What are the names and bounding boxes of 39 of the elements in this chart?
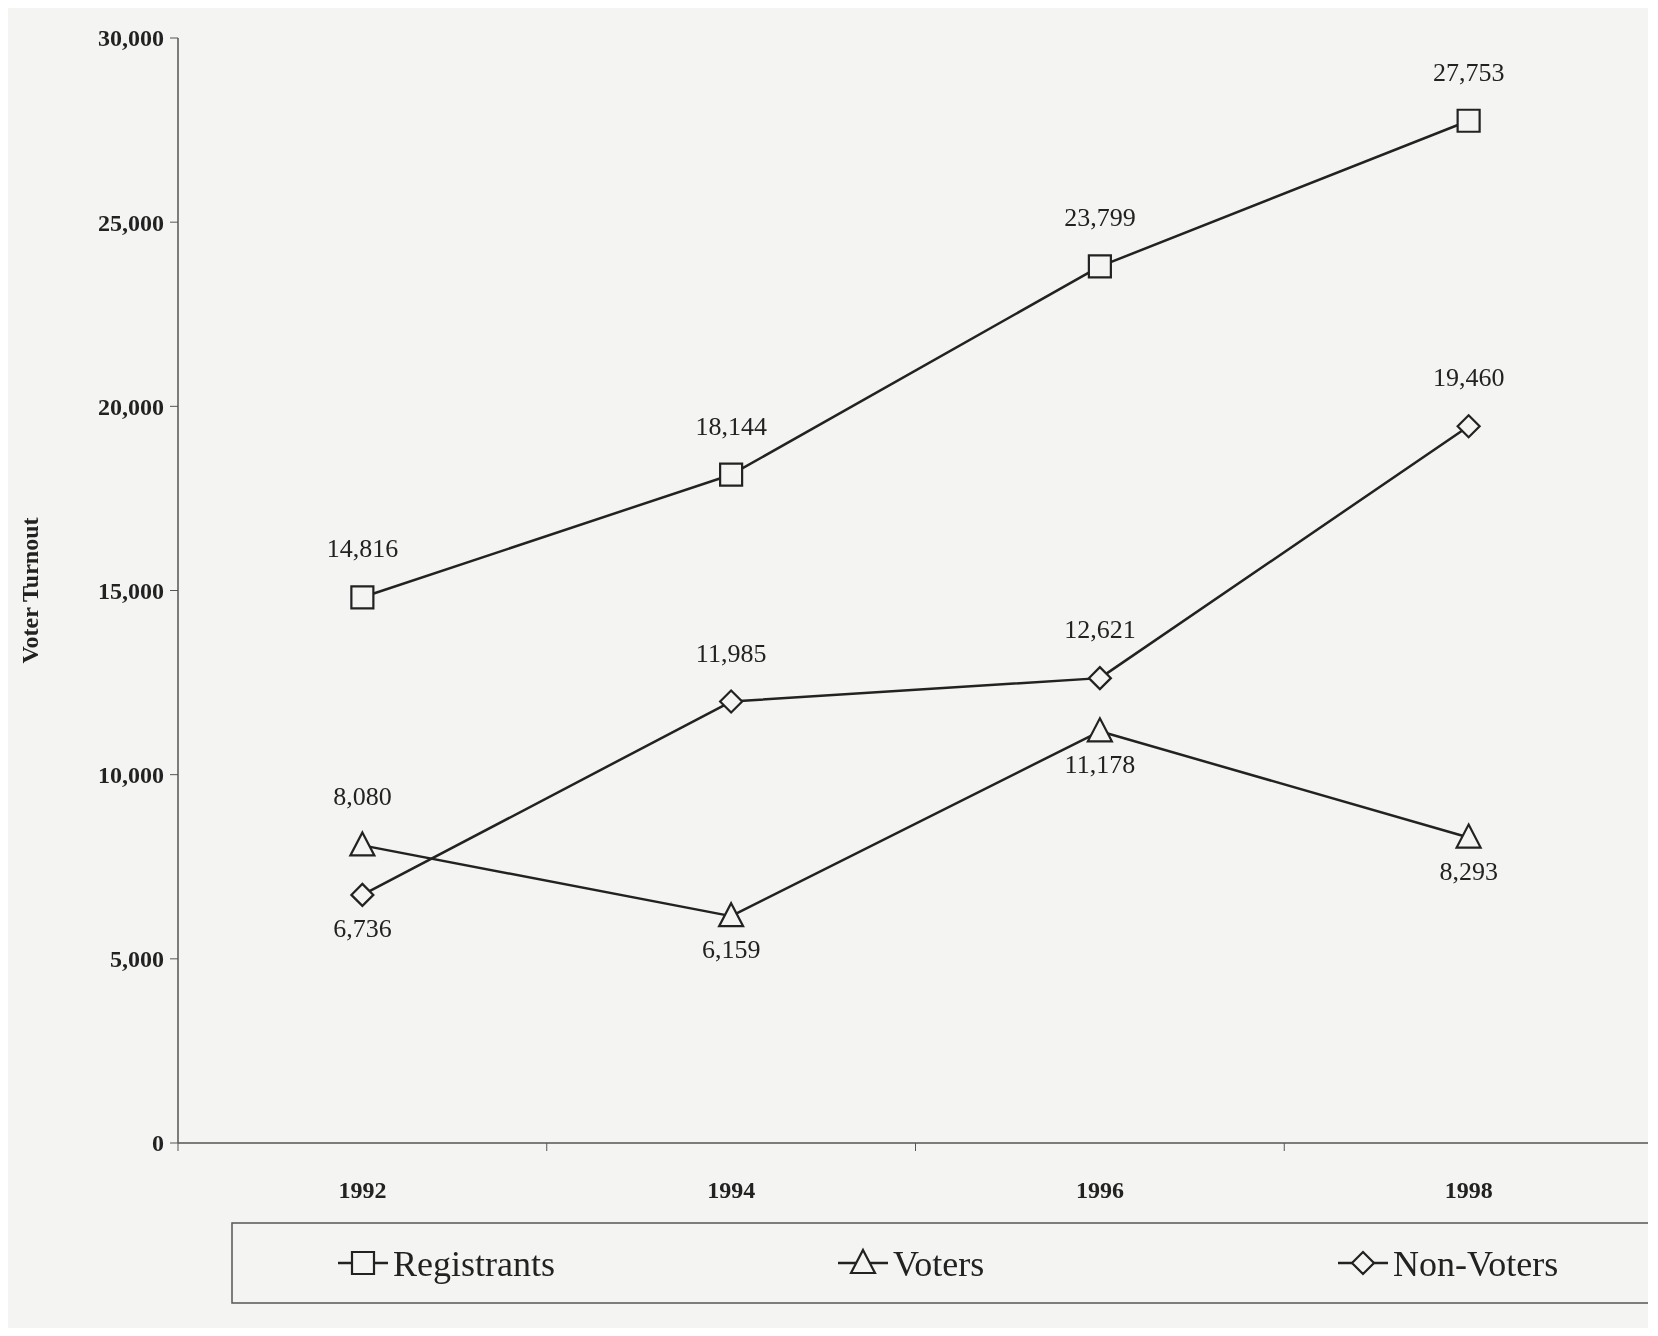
legend-label: Voters: [893, 1243, 985, 1284]
data-label: 11,985: [695, 638, 767, 668]
point: [719, 689, 744, 714]
data-label: 14,816: [326, 534, 399, 564]
point: [718, 902, 745, 928]
x-tick-label: 1998: [1444, 1177, 1493, 1203]
data-label: 6,159: [701, 935, 761, 965]
point: [1086, 717, 1113, 743]
legend-label: Registrants: [393, 1243, 555, 1284]
y-tick-label: 10,000: [98, 762, 164, 789]
point: [1456, 108, 1481, 133]
point: [350, 585, 375, 610]
y-tick-label: 30,000: [98, 25, 164, 52]
y-tick-label: 0: [152, 1130, 164, 1157]
data-label: 12,621: [1064, 615, 1136, 645]
point: [1455, 823, 1482, 849]
y-axis-title: Voter Turnout: [17, 517, 43, 664]
y-tick-label: 15,000: [98, 577, 164, 604]
point: [719, 462, 744, 487]
data-label: 8,293: [1439, 856, 1498, 886]
data-label: 6,736: [333, 913, 392, 943]
y-tick-label: 5,000: [110, 946, 164, 973]
x-tick-label: 1996: [1075, 1177, 1124, 1203]
point: [1087, 254, 1112, 279]
data-label: 18,144: [695, 411, 767, 441]
data-label: 27,753: [1432, 57, 1505, 87]
x-tick-label: 1994: [707, 1177, 756, 1203]
point: [1456, 414, 1481, 439]
x-tick-label: 1992: [338, 1177, 387, 1203]
point: [350, 882, 375, 907]
data-label: 19,460: [1432, 363, 1505, 393]
data-label: 8,080: [333, 782, 392, 812]
point: [349, 831, 376, 857]
y-tick-label: 25,000: [98, 209, 164, 236]
legend-label: Non-Voters: [1393, 1243, 1559, 1284]
point: [1087, 666, 1112, 691]
data-label: 11,178: [1064, 750, 1136, 780]
y-tick-label: 20,000: [98, 393, 164, 420]
data-label: 23,799: [1064, 203, 1136, 233]
